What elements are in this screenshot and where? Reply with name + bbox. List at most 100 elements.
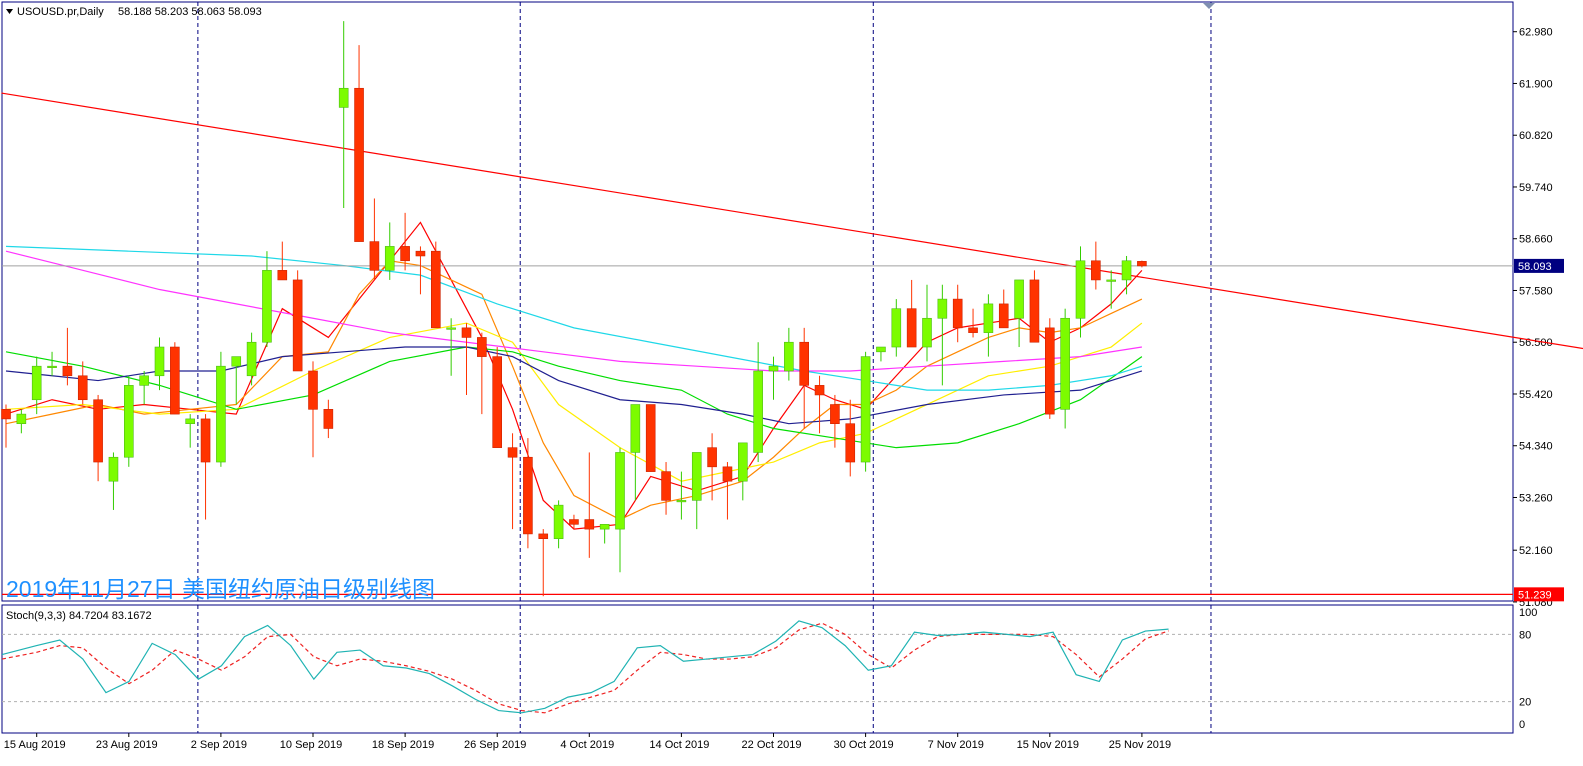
candle-body[interactable] [461,327,472,338]
candle-body[interactable] [569,519,579,525]
y-axis-label: 59.740 [1519,182,1553,194]
x-axis-label: 30 Oct 2019 [834,739,894,751]
x-axis-label: 18 Sep 2019 [372,739,434,751]
candle-body[interactable] [16,413,27,424]
dropdown-arrow-icon[interactable] [6,9,13,14]
candle-body[interactable] [661,471,671,501]
candle-body[interactable] [400,246,410,262]
candle-body[interactable] [369,241,380,271]
y-axis-label: 57.580 [1519,285,1553,297]
candle-body[interactable] [599,524,610,530]
candle-body[interactable] [507,447,518,458]
candle-body[interactable] [1029,279,1040,343]
candle-body[interactable] [922,317,932,348]
candle-body[interactable] [615,452,625,530]
candle-body[interactable] [323,409,334,429]
candle-body[interactable] [354,87,364,242]
candle-body[interactable] [860,356,871,463]
candle-body[interactable] [139,375,149,386]
stoch-axis-label: 80 [1519,629,1531,641]
candle-body[interactable] [93,399,103,463]
candle-body[interactable] [170,346,180,415]
y-axis-label: 55.420 [1519,389,1553,401]
candle-body[interactable] [768,365,779,372]
candle-body[interactable] [1045,327,1055,415]
x-axis-label: 14 Oct 2019 [649,739,709,751]
candle-body[interactable] [645,404,656,472]
candle-body[interactable] [707,447,717,468]
candle-body[interactable] [62,365,73,377]
candle-body[interactable] [415,250,426,257]
candle-body[interactable] [292,279,303,372]
y-axis-label: 53.260 [1519,492,1553,504]
candle-body[interactable] [185,418,195,424]
candle-body[interactable] [1060,317,1070,410]
candle-body[interactable] [906,308,917,348]
scroll-marker-icon[interactable] [1203,3,1215,9]
candle-body[interactable] [262,270,272,343]
y-axis-label: 56.500 [1519,337,1553,349]
candle-body[interactable] [154,346,165,377]
candle-body[interactable] [446,327,456,330]
candle-body[interactable] [430,250,441,329]
candle-body[interactable] [691,452,702,501]
candle-body[interactable] [968,327,978,333]
candle-body[interactable] [1091,260,1101,281]
candle-body[interactable] [200,418,211,463]
candle-body[interactable] [676,500,687,503]
candle-body[interactable] [1137,261,1147,267]
x-axis-label: 10 Sep 2019 [280,739,342,751]
candle-body[interactable] [31,365,42,401]
current-price-tag [1514,258,1564,273]
candle-body[interactable] [630,404,641,453]
candle-body[interactable] [1014,279,1024,319]
candle-body[interactable] [308,370,318,410]
candle-body[interactable] [830,404,840,424]
candle-body[interactable] [1121,260,1132,281]
candle-body[interactable] [492,356,503,448]
candle-body[interactable] [799,341,810,386]
candle-body[interactable] [845,423,856,463]
candle-body[interactable] [998,303,1009,329]
candle-body[interactable] [77,375,88,401]
x-axis-label: 25 Nov 2019 [1109,739,1171,751]
candle-body[interactable] [216,365,226,463]
candle-body[interactable] [983,303,994,333]
trendline [1,92,1583,350]
candle-body[interactable] [523,456,533,535]
candle-body[interactable] [553,504,564,540]
stoch-d-line [1,622,1169,714]
candle-body[interactable] [1,409,11,420]
candle-body[interactable] [277,270,288,281]
candle-body[interactable] [108,456,119,482]
candle-body[interactable] [124,385,134,458]
candle-body[interactable] [937,298,948,319]
x-axis-label: 2 Sep 2019 [191,739,247,751]
candle-body[interactable] [1106,279,1116,282]
moving-average-ma_dark [5,346,1143,425]
candle-body[interactable] [384,246,395,271]
candle-body[interactable] [784,341,794,372]
y-axis-label: 54.340 [1519,441,1553,453]
candle-body[interactable] [246,341,257,377]
candle-body[interactable] [753,370,763,453]
candle-body[interactable] [47,365,57,368]
moving-average-ma60 [5,250,1142,372]
candle-body[interactable] [231,356,242,367]
ohlc-values: 58.188 58.203 58.063 58.093 [118,6,262,18]
candle-body[interactable] [722,466,733,482]
candle-body[interactable] [876,346,886,353]
candle-body[interactable] [952,298,963,329]
overlay-title: 2019年11月27日 美国纽约原油日级别线图 [6,576,435,602]
candle-body[interactable] [814,385,825,396]
candle-body[interactable] [338,87,349,108]
candle-body[interactable] [737,442,748,482]
candle-body[interactable] [477,337,487,357]
candle-body[interactable] [891,308,902,348]
stoch-k-line [1,620,1169,714]
candle-body[interactable] [1075,260,1086,319]
candle-body[interactable] [584,519,595,530]
candle-body[interactable] [538,533,549,540]
